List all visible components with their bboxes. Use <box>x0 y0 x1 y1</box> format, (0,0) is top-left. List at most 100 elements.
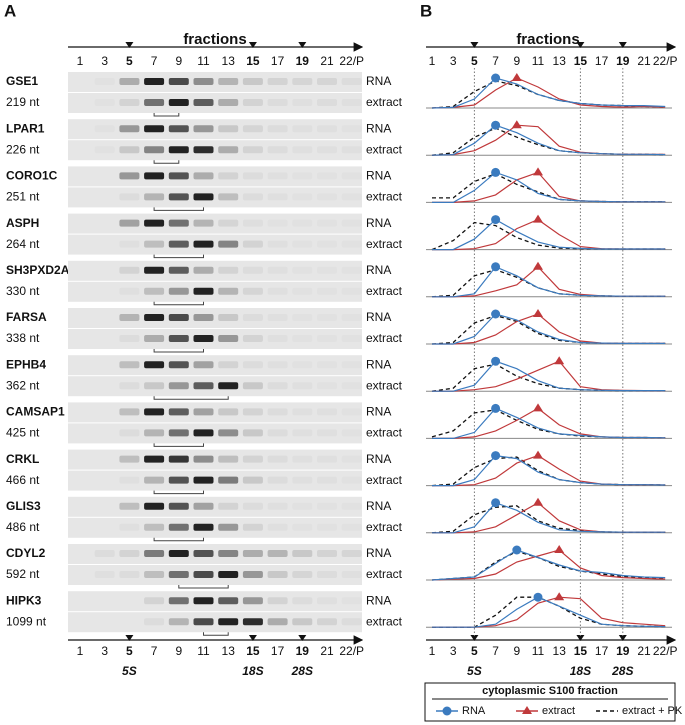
gel-band <box>242 523 263 531</box>
peak-marker <box>554 545 565 553</box>
gel-band <box>168 523 189 531</box>
fraction-label: 13 <box>222 644 236 658</box>
profile-line <box>431 124 666 156</box>
gel-band <box>168 571 189 578</box>
gel-band <box>342 571 362 578</box>
fraction-label: 13 <box>553 54 567 68</box>
gel-band <box>144 597 165 605</box>
gel-band <box>292 503 312 510</box>
peak-marker <box>491 403 501 413</box>
gel-band <box>119 382 140 390</box>
gel-band <box>193 335 214 342</box>
gel-band <box>218 550 239 557</box>
gel-lane <box>68 213 362 234</box>
gel-band <box>267 382 288 390</box>
gel-band <box>342 146 362 153</box>
panel-label: B <box>420 1 432 20</box>
gel-band <box>119 266 140 274</box>
profile-line <box>431 221 666 251</box>
profile-line <box>431 127 666 156</box>
gel-band <box>267 146 288 154</box>
gel-band <box>242 476 263 484</box>
gel-band <box>342 503 362 510</box>
gel-band <box>119 241 139 248</box>
gel-band <box>342 314 362 321</box>
fraction-marker <box>298 635 307 641</box>
gene-length: 466 nt <box>6 473 40 487</box>
gel-band <box>193 571 214 578</box>
gel-band <box>242 266 263 274</box>
gel-lane <box>68 166 362 187</box>
gel-band <box>144 125 165 133</box>
gel-band <box>168 382 189 390</box>
gel-band <box>218 78 239 85</box>
profile-line <box>432 313 666 345</box>
gel-band <box>242 240 263 248</box>
gel-lane <box>68 260 362 281</box>
profile-line <box>431 549 666 581</box>
gel-band <box>95 125 115 132</box>
peak-marker <box>554 356 565 365</box>
fraction-label: 3 <box>450 644 457 658</box>
gel-band <box>119 288 139 295</box>
fraction-label: 11 <box>197 54 210 68</box>
fraction-label: 1 <box>429 54 436 68</box>
fraction-label: 21 <box>637 644 651 658</box>
gel-band <box>317 220 337 227</box>
peak-marker <box>533 403 543 412</box>
gene-length: 425 nt <box>6 426 40 440</box>
gel-band <box>292 429 312 436</box>
lane-label: RNA <box>366 74 391 88</box>
gel-band <box>119 550 140 557</box>
gel-band <box>342 408 362 415</box>
gel-band <box>144 523 165 531</box>
marker-label: 5S <box>467 664 482 678</box>
profile-line <box>432 407 666 439</box>
gel-band <box>144 146 165 154</box>
gel-lane <box>68 402 362 423</box>
gel-band <box>268 220 288 227</box>
gel-band <box>193 219 214 227</box>
peak-bracket <box>153 396 229 400</box>
fraction-marker <box>470 42 479 48</box>
profile-line <box>432 218 666 251</box>
profile-line <box>431 456 666 487</box>
fraction-label: 22/P <box>339 644 364 658</box>
lane-label: extract <box>366 614 403 628</box>
gel-band <box>193 78 214 85</box>
gel-band <box>218 429 239 437</box>
gel-band <box>292 193 312 200</box>
gel-band <box>168 172 189 180</box>
peak-bracket <box>203 632 229 636</box>
gel-band <box>119 99 140 106</box>
profile-line <box>432 173 666 203</box>
gel-lane <box>68 612 362 633</box>
gel-band <box>317 456 337 463</box>
gel-band <box>218 382 239 390</box>
gel-band <box>193 361 214 369</box>
gel-band <box>119 361 140 369</box>
legend-label: extract + PK <box>622 705 683 717</box>
lane-label: RNA <box>366 121 391 135</box>
peak-bracket <box>153 490 204 495</box>
profile-line <box>431 505 666 534</box>
fraction-label: 3 <box>450 54 457 68</box>
gene-length: 486 nt <box>6 520 40 534</box>
fraction-label: 11 <box>532 54 545 68</box>
gel-band <box>268 241 288 248</box>
lane-label: extract <box>366 520 403 534</box>
gel-band <box>218 314 239 321</box>
gel-band <box>292 288 312 295</box>
fraction-label: 13 <box>553 644 567 658</box>
gel-band <box>342 220 362 227</box>
gel-band <box>193 287 214 295</box>
gel-band <box>292 314 312 321</box>
fraction-label: 11 <box>532 644 545 658</box>
gel-lane <box>68 329 362 349</box>
gel-band <box>193 597 214 605</box>
peak-marker <box>491 167 501 177</box>
gel-lane <box>68 187 362 208</box>
gel-band <box>95 78 115 85</box>
gene-length: 264 nt <box>6 237 40 251</box>
